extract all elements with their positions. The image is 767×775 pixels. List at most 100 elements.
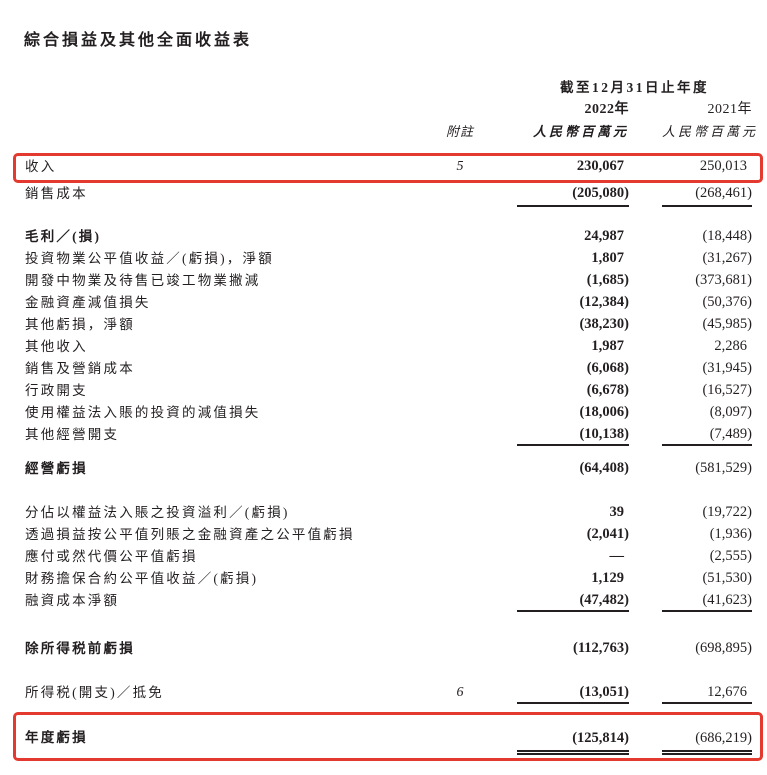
table-row: 投資物業公平值收益／(虧損)，淨額 1,807 (31,267): [0, 248, 767, 270]
row-label: 所得税(開支)／抵免: [25, 685, 164, 700]
row-label: 透過損益按公平值列賬之金融資產之公平值虧損: [25, 527, 355, 542]
row-value-2022: (13,051): [517, 682, 629, 704]
row-note: [430, 380, 490, 402]
row-note: [430, 590, 490, 612]
row-value-2022: 1,987: [591, 338, 624, 354]
row-value-2022: (10,138): [517, 424, 629, 446]
row-label: 分佔以權益法入賬之投資溢利／(虧損): [25, 505, 290, 520]
row-value-2022: (64,408): [579, 460, 629, 476]
row-value-2021: (45,985): [702, 316, 752, 332]
row-value-2021: (51,530): [702, 570, 752, 586]
table-row: 其他虧損，淨額 (38,230) (45,985): [0, 314, 767, 336]
row-value-2022: (112,763): [573, 640, 629, 656]
row-label: 銷售及營銷成本: [25, 361, 135, 376]
table-section: 所得税(開支)／抵免 6 (13,051) 12,676: [0, 682, 767, 704]
row-value-2022: 39: [609, 504, 625, 520]
table-row: 應付或然代價公平值虧損 — (2,555): [0, 546, 767, 568]
row-label: 毛利／(損): [25, 229, 102, 244]
table-row: 使用權益法入賬的投資的減值損失 (18,006) (8,097): [0, 402, 767, 424]
table-row: 其他收入 1,987 2,286: [0, 336, 767, 358]
row-value-2021: (8,097): [709, 404, 752, 420]
row-note: [430, 502, 490, 524]
row-label: 投資物業公平值收益／(虧損)，淨額: [25, 251, 274, 266]
row-label: 銷售成本: [25, 186, 88, 201]
row-label: 收入: [25, 159, 57, 174]
row-value-2021: (373,681): [695, 272, 752, 288]
row-value-2022: (38,230): [579, 316, 629, 332]
row-note: [430, 226, 490, 248]
row-value-2022: (125,814): [517, 727, 629, 755]
row-value-2021: (18,448): [702, 228, 752, 244]
table-header: 截至12月31日止年度 2022年 2021年 附註 人民幣百萬元 人民幣百萬元: [0, 76, 767, 142]
row-label: 經營虧損: [25, 461, 88, 476]
row-value-2021: 12,676: [662, 682, 752, 704]
statement-table: 收入 5 230,067 250,013 銷售成本 (205,080) (268,461) 毛…: [0, 153, 767, 761]
table-section: 除所得税前虧損 (112,763) (698,895): [0, 638, 767, 660]
row-note: 6: [456, 685, 464, 700]
table-row: 分佔以權益法入賬之投資溢利／(虧損) 39 (19,722): [0, 502, 767, 524]
row-note: [430, 638, 490, 660]
row-value-2021: (686,219): [662, 727, 752, 755]
row-note: [430, 336, 490, 358]
row-value-2021: (16,527): [702, 382, 752, 398]
table-row: 收入 5 230,067 250,013: [16, 156, 760, 180]
row-label: 使用權益法入賬的投資的減值損失: [25, 405, 261, 420]
row-value-2022: 24,987: [584, 228, 624, 244]
row-value-2021: (2,555): [709, 548, 752, 564]
table-section: 收入 5 230,067 250,013 銷售成本 (205,080) (268,461): [0, 153, 767, 207]
row-note: [430, 546, 490, 568]
row-value-2021: (268,461): [662, 183, 752, 207]
table-section: 年度虧損 (125,814) (686,219): [0, 712, 767, 761]
header-period-row: 截至12月31日止年度: [0, 76, 767, 98]
page-title: 綜合損益及其他全面收益表: [24, 32, 253, 49]
table-row: 行政開支 (6,678) (16,527): [0, 380, 767, 402]
row-note: [430, 292, 490, 314]
document-page: 綜合損益及其他全面收益表 截至12月31日止年度 2022年 2021年 附註 …: [0, 30, 767, 775]
row-value-2021: (31,945): [702, 360, 752, 376]
row-value-2022: (6,678): [586, 382, 629, 398]
row-note: [430, 568, 490, 590]
row-note: [430, 458, 490, 480]
row-value-2022: —: [609, 548, 625, 564]
row-note: [430, 183, 490, 207]
row-value-2021: (581,529): [695, 460, 752, 476]
year-2021-header: 2021年: [707, 102, 752, 117]
row-value-2022: (1,685): [586, 272, 629, 288]
row-value-2021: (1,936): [709, 526, 752, 542]
row-label: 其他虧損，淨額: [25, 317, 135, 332]
row-label: 融資成本淨額: [25, 593, 120, 608]
unit-2022-header: 人民幣百萬元: [532, 124, 629, 139]
header-units-row: 附註 人民幣百萬元 人民幣百萬元: [0, 120, 767, 142]
row-value-2021: (19,722): [702, 504, 752, 520]
row-note: [430, 248, 490, 270]
row-value-2022: (2,041): [586, 526, 629, 542]
row-note: [430, 358, 490, 380]
table-row: 年度虧損 (125,814) (686,219): [16, 727, 760, 755]
table-row: 除所得税前虧損 (112,763) (698,895): [0, 638, 767, 660]
row-note: [430, 402, 490, 424]
highlight-box: 年度虧損 (125,814) (686,219): [13, 712, 763, 761]
table-row: 透過損益按公平值列賬之金融資產之公平值虧損 (2,041) (1,936): [0, 524, 767, 546]
row-note: [430, 314, 490, 336]
table-row: 銷售成本 (205,080) (268,461): [0, 183, 767, 207]
table-row: 融資成本淨額 (47,482) (41,623): [0, 590, 767, 612]
table-row: 銷售及營銷成本 (6,068) (31,945): [0, 358, 767, 380]
row-value-2022: (205,080): [517, 183, 629, 207]
row-note: [430, 524, 490, 546]
row-label: 其他經營開支: [25, 427, 120, 442]
row-label: 應付或然代價公平值虧損: [25, 549, 198, 564]
table-row: 所得税(開支)／抵免 6 (13,051) 12,676: [0, 682, 767, 704]
period-header: 截至12月31日止年度: [560, 80, 709, 95]
row-label: 財務擔保合約公平值收益／(虧損): [25, 571, 259, 586]
table-row: 開發中物業及待售已竣工物業撇減 (1,685) (373,681): [0, 270, 767, 292]
row-note: [430, 424, 490, 446]
table-row: 其他經營開支 (10,138) (7,489): [0, 424, 767, 446]
row-value-2022: (12,384): [579, 294, 629, 310]
row-label: 開發中物業及待售已竣工物業撇減: [25, 273, 261, 288]
row-value-2021: (41,623): [662, 590, 752, 612]
row-value-2021: 250,013: [699, 158, 747, 174]
table-row: 經營虧損 (64,408) (581,529): [0, 458, 767, 480]
row-label: 行政開支: [25, 383, 88, 398]
row-note: 5: [456, 159, 464, 174]
row-value-2022: (18,006): [579, 404, 629, 420]
